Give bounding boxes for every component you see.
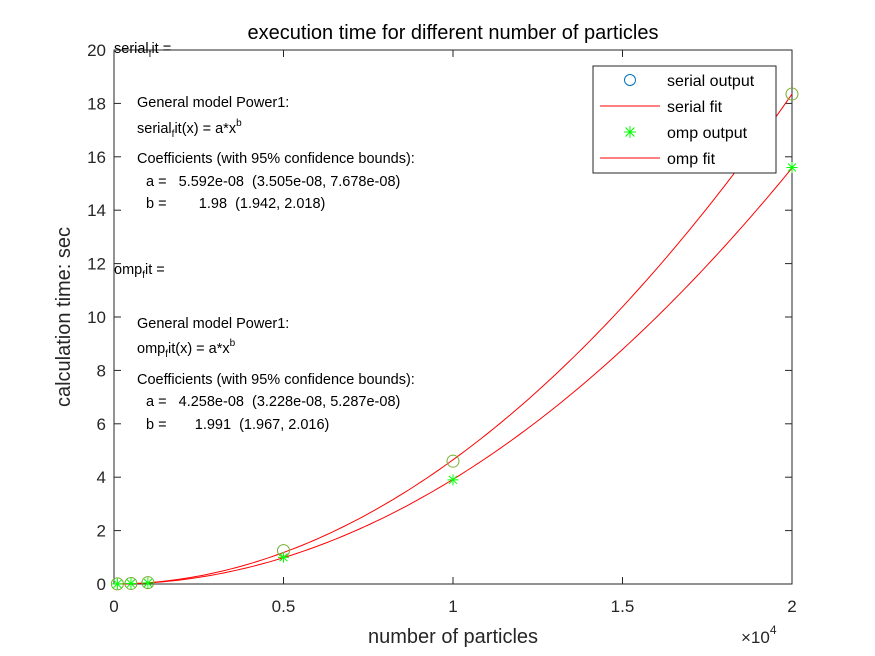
serial-coeff-line: Coefficients (with 95% confidence bounds… [137,151,415,167]
x-exponent-label: ×104 [741,623,777,647]
serial-fit-annotation: serialfit = General model Power1: serial… [114,41,415,212]
x-tick-label-0: 0 [109,597,118,616]
omp-equation: ompfit(x) = a*xb [137,338,236,360]
serial-point-4 [446,454,460,468]
serial-point-0 [110,577,124,591]
omp-point-stroke [113,579,122,589]
legend-omp-fit-label: omp fit [667,151,716,168]
omp-point-2 [142,577,154,589]
x-exponent-power: 4 [770,623,777,637]
y-axis-label: calculation time: sec [53,227,75,407]
x-axis-label: number of particles [368,626,538,648]
omp-model-line: General model Power1: [137,316,289,332]
serial-point-1 [124,576,138,590]
data-markers [110,87,799,591]
legend-serial-output-marker [624,74,636,86]
omp-header: ompfit = [114,262,165,281]
y-tick-label-3: 6 [97,415,106,434]
serial-header: serialfit = [114,41,171,60]
legend-serial-fit-label: serial fit [667,99,723,116]
omp-point-5 [786,161,798,173]
legend-omp-output-label: omp output [667,125,748,142]
omp-point-stroke [787,163,797,172]
x-tick-label-4: 2 [787,597,796,616]
serial-b-line: b = 1.98 (1.942, 2.018) [146,196,325,212]
y-axis-ticks: 0 2 4 6 8 10 12 14 16 18 20 [87,41,792,594]
y-tick-label-9: 18 [87,94,106,113]
serial-point-2 [141,576,155,590]
y-tick-label-10: 20 [87,41,106,60]
x-tick-label-1: 0.5 [272,597,296,616]
serial-a-line: a = 5.592e-08 (3.505e-08, 7.678e-08) [146,174,400,190]
omp-coeff-line: Coefficients (with 95% confidence bounds… [137,372,415,388]
y-tick-label-8: 16 [87,148,106,167]
y-tick-label-2: 4 [97,468,106,487]
omp-point-stroke [448,475,458,485]
serial-equation: serialfit(x) = a*xb [137,118,242,140]
x-axis-ticks: 0 0.5 1 1.5 2 [109,50,797,616]
y-tick-label-4: 8 [97,361,106,380]
omp-point-stroke [143,578,153,588]
omp-point-stroke [279,552,288,562]
y-tick-label-0: 0 [97,575,106,594]
x-exponent-base: ×10 [741,628,770,647]
legend-serial-output-label: serial output [667,73,755,90]
omp-point-4 [447,474,459,486]
serial-model-line: General model Power1: [137,95,289,111]
x-tick-label-3: 1.5 [611,597,635,616]
fit-line-serial [117,93,793,585]
omp-point-0 [111,578,123,590]
omp-point-3 [278,551,289,563]
y-tick-label-1: 2 [97,522,106,541]
legend: serial output serial fit omp output omp … [592,65,777,174]
omp-point-stroke [126,579,136,588]
legend-box [592,65,777,174]
omp-a-line: a = 4.258e-08 (3.228e-08, 5.287e-08) [146,394,400,410]
omp-point-1 [125,577,137,589]
chart-title: execution time for different number of p… [248,22,659,44]
y-tick-label-7: 14 [87,201,106,220]
x-tick-label-2: 1 [448,597,457,616]
omp-fit-annotation: ompfit = General model Power1: ompfit(x)… [114,262,415,433]
y-tick-label-5: 10 [87,308,106,327]
y-tick-label-6: 12 [87,255,106,274]
omp-b-line: b = 1.991 (1.967, 2.016) [146,417,329,433]
legend-omp-output-marker [624,126,636,138]
serial-point-5 [785,87,799,101]
